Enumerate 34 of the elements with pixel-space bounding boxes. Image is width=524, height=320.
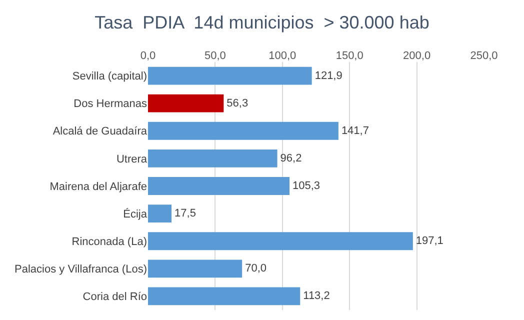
bar bbox=[148, 287, 300, 306]
bar bbox=[148, 94, 224, 112]
y-tick-label: Sevilla (capital) bbox=[72, 70, 147, 83]
y-tick-label: Mairena del Aljarafe bbox=[50, 180, 147, 193]
data-label: 56,3 bbox=[226, 97, 248, 110]
data-label: 197,1 bbox=[416, 235, 444, 248]
x-tick-label: 100,0 bbox=[268, 50, 296, 62]
data-label: 70,0 bbox=[245, 262, 266, 275]
bar bbox=[148, 66, 312, 85]
x-tick-label: 200,0 bbox=[403, 50, 431, 62]
data-label: 121,9 bbox=[314, 70, 342, 82]
y-tick-label: Dos Hermanas bbox=[74, 98, 148, 110]
data-label: 17,5 bbox=[174, 208, 196, 220]
data-label: 96,2 bbox=[280, 152, 302, 164]
y-tick-label: Alcalá de Guadaíra bbox=[52, 126, 148, 138]
data-label: 105,3 bbox=[292, 180, 320, 192]
bar bbox=[148, 260, 242, 278]
chart-title: Tasa PDIA 14d municipios > 30.000 hab bbox=[94, 12, 430, 33]
bar bbox=[148, 177, 290, 195]
bar bbox=[148, 232, 413, 250]
y-tick-label: Rinconada (La) bbox=[72, 236, 147, 248]
x-tick-label: 0,0 bbox=[140, 50, 156, 62]
x-tick-label: 250,0 bbox=[470, 50, 498, 62]
data-label: 141,7 bbox=[341, 124, 369, 137]
x-tick-label: 50,0 bbox=[204, 50, 226, 62]
bar bbox=[148, 122, 338, 140]
x-tick-label: 150,0 bbox=[336, 50, 364, 62]
bar bbox=[148, 204, 172, 223]
data-label: 113,2 bbox=[303, 290, 330, 302]
y-tick-label: Coria del Río bbox=[82, 291, 147, 304]
y-tick-label: Écija bbox=[123, 207, 148, 220]
y-tick-label: Palacios y Villafranca (Los) bbox=[14, 264, 147, 276]
bar bbox=[148, 149, 278, 168]
y-tick-label: Utrera bbox=[116, 153, 148, 166]
